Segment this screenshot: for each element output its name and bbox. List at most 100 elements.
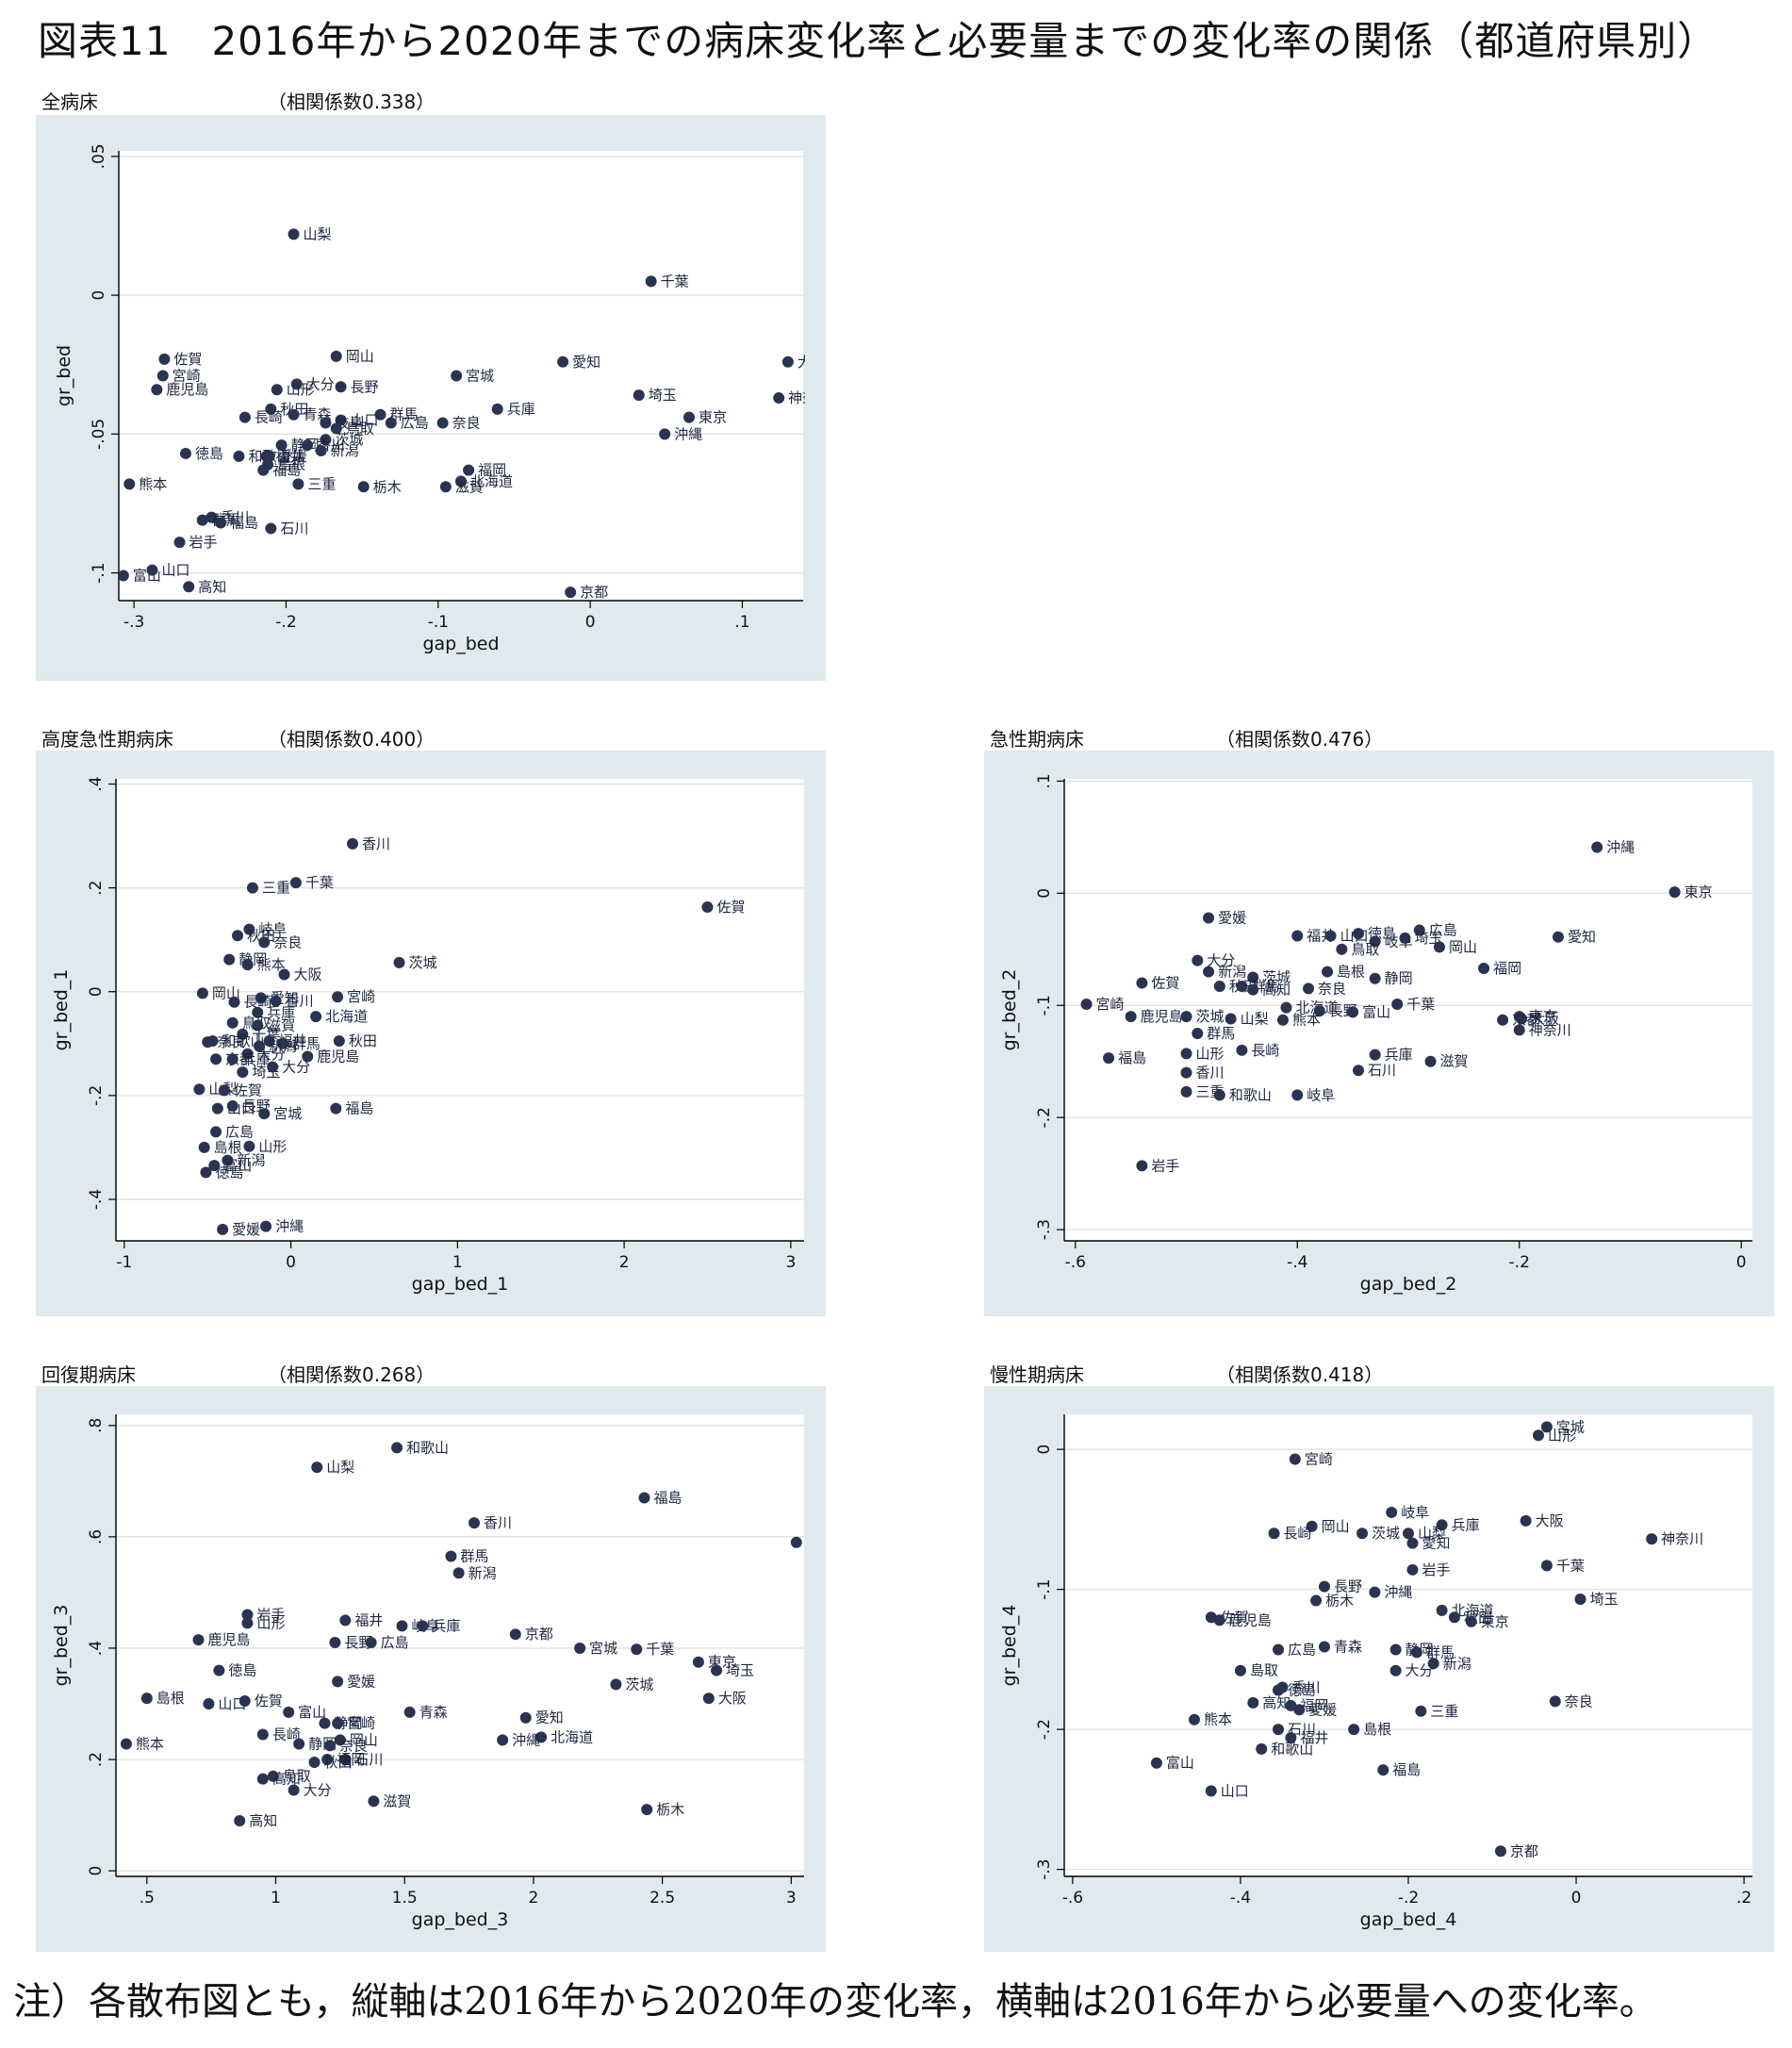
point-label: 福島 xyxy=(1392,1761,1421,1778)
point-label: 愛知 xyxy=(1422,1535,1450,1552)
data-point xyxy=(179,447,191,459)
point-label: 山形 xyxy=(1548,1427,1576,1444)
data-point xyxy=(1552,931,1564,943)
point-label: 青森 xyxy=(1334,1638,1362,1655)
x-tick-label: -.3 xyxy=(123,613,144,632)
x-tick-label: 3 xyxy=(786,1889,797,1908)
point-label: 山口 xyxy=(1221,1782,1249,1799)
point-label: 大阪 xyxy=(718,1690,747,1707)
point-label: 高知 xyxy=(272,1771,301,1788)
data-point xyxy=(1424,1055,1437,1067)
point-label: 群馬 xyxy=(460,1548,488,1565)
data-point xyxy=(140,1693,153,1705)
scatter-panel-recovery: .5 1 1.5 2 2.5 3 0 .2 .4 .6 .8 gap_bed_3 gr_bed_3 和歌山… xyxy=(36,1386,826,1952)
data-point xyxy=(1310,1594,1323,1607)
y-tick-label: .6 xyxy=(87,1529,106,1544)
point-label: 奈良 xyxy=(1318,980,1346,997)
data-point xyxy=(1574,1594,1586,1605)
point-label: 鳥取 xyxy=(346,420,374,437)
point-label: 群馬 xyxy=(1207,1025,1235,1042)
data-point xyxy=(158,353,171,365)
data-point xyxy=(1353,1065,1365,1077)
point-label: 山口 xyxy=(161,562,189,579)
point-label: 兵庫 xyxy=(507,401,535,418)
data-point xyxy=(283,1706,295,1718)
point-label: 千葉 xyxy=(1406,996,1435,1013)
data-point xyxy=(329,1637,341,1649)
data-point xyxy=(1389,1664,1402,1676)
point-label: 岩手 xyxy=(189,534,218,551)
point-label: 岐阜 xyxy=(258,921,287,938)
point-label: 宮城 xyxy=(273,1105,302,1122)
point-label: 茨城 xyxy=(1262,969,1291,986)
point-label: 兵庫 xyxy=(1385,1047,1413,1064)
point-label: 鹿児島 xyxy=(166,381,208,398)
plot-area xyxy=(116,1414,804,1876)
point-label: 宮崎 xyxy=(347,1715,375,1732)
data-point xyxy=(332,1717,344,1729)
x-tick-label: .2 xyxy=(1736,1889,1751,1908)
x-tick-label: -.2 xyxy=(1398,1889,1419,1908)
data-point xyxy=(396,1620,408,1632)
data-point xyxy=(213,1664,225,1676)
data-point xyxy=(1225,1013,1237,1025)
data-point xyxy=(258,936,271,949)
data-point xyxy=(491,403,503,415)
data-point xyxy=(638,1492,650,1504)
data-point xyxy=(1591,841,1603,853)
data-point xyxy=(243,923,255,935)
data-point xyxy=(641,1804,653,1816)
data-point xyxy=(260,1220,272,1232)
point-label: 奈良 xyxy=(1565,1693,1593,1709)
point-label: 島根 xyxy=(214,1139,242,1156)
point-label: 愛媛 xyxy=(1308,1701,1337,1718)
panel-header-all: 全病床 （相関係数0.338） xyxy=(41,87,435,114)
data-point xyxy=(120,1738,132,1750)
data-point xyxy=(565,586,577,599)
data-point xyxy=(1256,1742,1268,1755)
data-point xyxy=(233,450,245,462)
x-tick-label: -.4 xyxy=(1230,1889,1251,1908)
point-label: 広島 xyxy=(1288,1641,1316,1658)
data-point xyxy=(519,1711,532,1724)
y-tick-label: 0 xyxy=(1035,888,1054,899)
data-point xyxy=(451,370,463,382)
point-label: 茨城 xyxy=(625,1676,653,1693)
data-point xyxy=(436,417,449,429)
data-point xyxy=(385,417,397,429)
point-label: 大阪 xyxy=(294,966,322,983)
data-point xyxy=(218,1084,230,1097)
y-tick-label: -.4 xyxy=(87,1189,106,1210)
point-label: 神奈川 xyxy=(1529,1021,1571,1038)
point-label: 鹿児島 xyxy=(207,1631,250,1648)
point-label: 高知 xyxy=(198,578,226,595)
data-point xyxy=(215,517,227,529)
point-label: 沖縄 xyxy=(1384,1584,1412,1601)
x-tick-label: 0 xyxy=(1571,1889,1582,1908)
point-label: 千葉 xyxy=(305,874,334,891)
point-label: 石川 xyxy=(354,1751,383,1768)
data-point xyxy=(222,1154,234,1166)
point-label: 熊本 xyxy=(1204,1711,1232,1728)
data-point xyxy=(1413,924,1425,936)
point-label: 栃木 xyxy=(1325,1592,1354,1609)
data-point xyxy=(1273,1643,1285,1656)
plot-area xyxy=(1064,779,1752,1241)
point-label: 富山 xyxy=(223,1157,252,1174)
point-label: 長野 xyxy=(344,1634,372,1651)
data-point xyxy=(702,1693,715,1705)
point-label: 福島 xyxy=(272,462,301,479)
data-point xyxy=(1318,1580,1330,1593)
data-point xyxy=(1369,1049,1381,1061)
data-point xyxy=(631,1643,643,1656)
point-label: 福岡 xyxy=(478,462,506,479)
data-point xyxy=(439,481,452,493)
y-tick-label: -.1 xyxy=(90,562,108,583)
data-point xyxy=(183,581,195,593)
point-label: 徳島 xyxy=(195,445,223,462)
data-point xyxy=(610,1678,622,1691)
points-group: 香川三重千葉佐賀岐阜秋田奈良静岡熊本大阪茨城岡山宮崎愛知長崎香川兵庫北海道鳥取滋… xyxy=(193,835,745,1238)
point-label: 栃木 xyxy=(373,478,402,495)
point-label: 神奈川 xyxy=(806,1534,826,1551)
panel-header-acute: 急性期病床 （相関係数0.476） xyxy=(990,724,1383,751)
